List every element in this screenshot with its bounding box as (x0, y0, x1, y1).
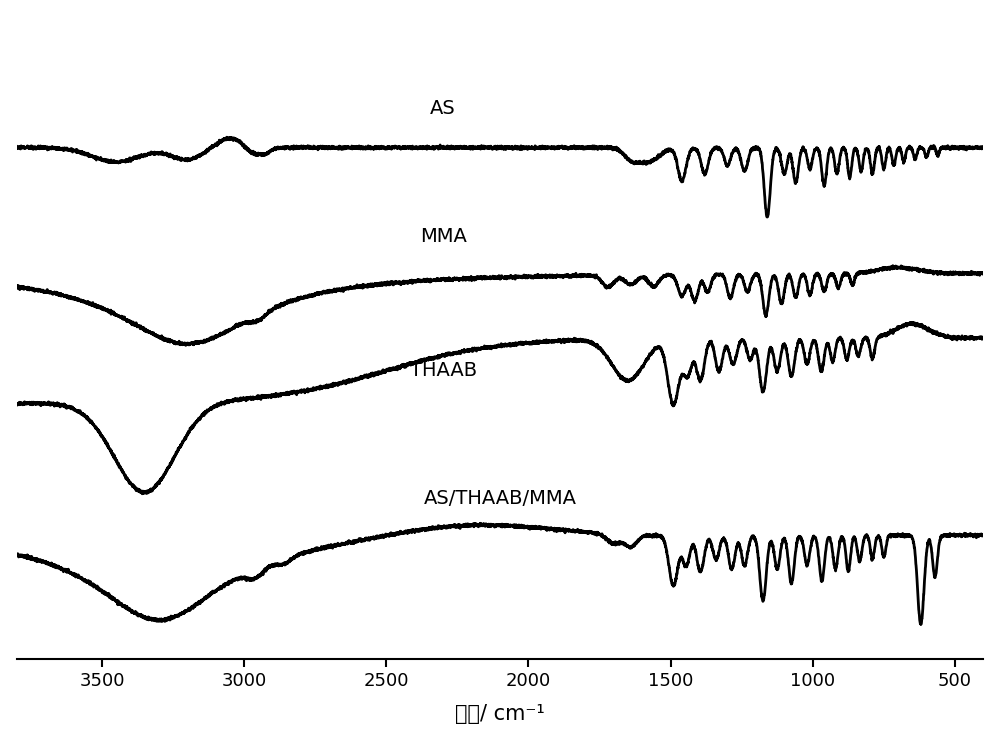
Text: MMA: MMA (420, 227, 467, 246)
Text: AS/THAAB/MMA: AS/THAAB/MMA (424, 489, 576, 508)
Text: AS: AS (430, 99, 456, 118)
Text: THAAB: THAAB (410, 361, 477, 379)
X-axis label: 波长/ cm⁻¹: 波长/ cm⁻¹ (455, 705, 545, 725)
